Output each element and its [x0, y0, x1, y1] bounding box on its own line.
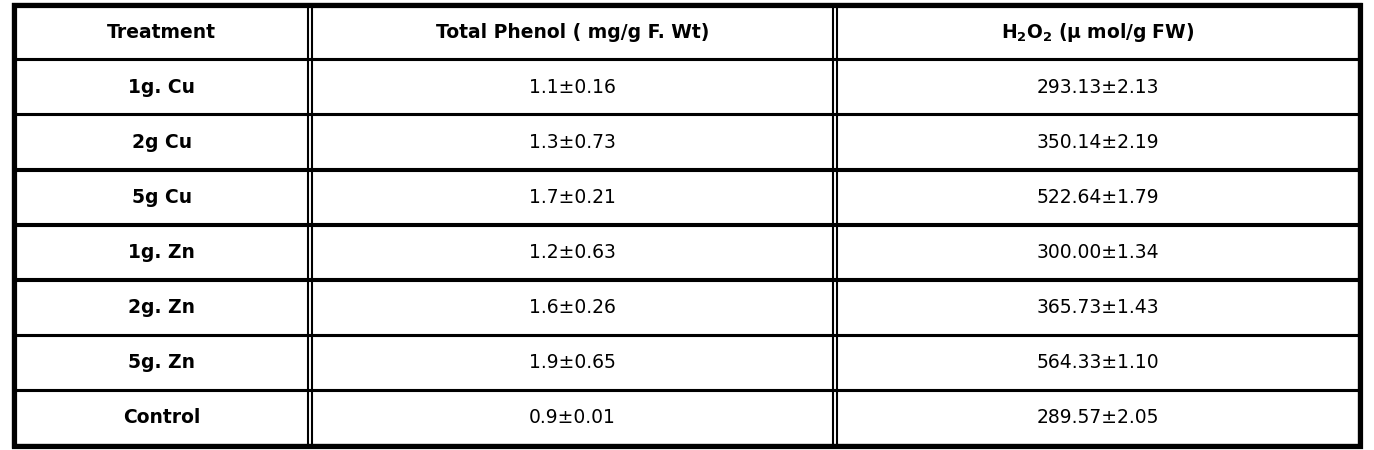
Text: 564.33±1.10: 564.33±1.10: [1036, 353, 1160, 372]
Text: 1.6±0.26: 1.6±0.26: [529, 298, 616, 317]
Text: 1.9±0.65: 1.9±0.65: [529, 353, 616, 372]
Text: 289.57±2.05: 289.57±2.05: [1036, 409, 1158, 428]
Text: 2g. Zn: 2g. Zn: [128, 298, 195, 317]
Text: Control: Control: [124, 409, 201, 428]
Text: 293.13±2.13: 293.13±2.13: [1036, 78, 1158, 97]
Text: 1.1±0.16: 1.1±0.16: [529, 78, 616, 97]
Text: 5g. Zn: 5g. Zn: [128, 353, 195, 372]
Text: 5g Cu: 5g Cu: [132, 188, 192, 207]
Text: 1.3±0.73: 1.3±0.73: [529, 133, 616, 152]
Text: 300.00±1.34: 300.00±1.34: [1036, 243, 1160, 262]
Text: 522.64±1.79: 522.64±1.79: [1036, 188, 1160, 207]
Text: $\bf{H_2O_2}$ $\bf{(\mu\ mol/g\ FW)}$: $\bf{H_2O_2}$ $\bf{(\mu\ mol/g\ FW)}$: [1000, 21, 1194, 44]
Text: 0.9±0.01: 0.9±0.01: [529, 409, 616, 428]
Text: 1.7±0.21: 1.7±0.21: [529, 188, 616, 207]
Text: 365.73±1.43: 365.73±1.43: [1036, 298, 1160, 317]
Text: 1g. Zn: 1g. Zn: [128, 243, 195, 262]
Text: Total Phenol ( mg/g F. Wt): Total Phenol ( mg/g F. Wt): [436, 22, 709, 41]
Text: 2g Cu: 2g Cu: [132, 133, 192, 152]
Text: Treatment: Treatment: [107, 22, 216, 41]
Text: 1g. Cu: 1g. Cu: [128, 78, 195, 97]
Text: 1.2±0.63: 1.2±0.63: [529, 243, 616, 262]
Text: 350.14±2.19: 350.14±2.19: [1036, 133, 1160, 152]
